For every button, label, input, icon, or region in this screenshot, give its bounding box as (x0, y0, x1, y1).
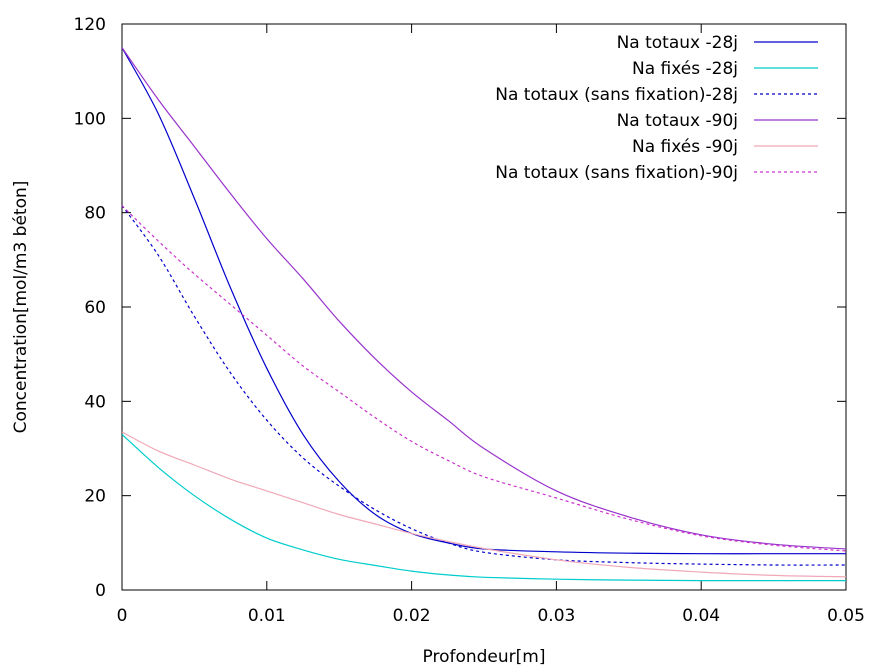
legend-label: Na fixés -28j (632, 59, 738, 79)
legend-label: Na totaux (sans fixation)-28j (495, 85, 738, 105)
axis-ticks (121, 23, 847, 591)
x-tick-label: 0.03 (537, 606, 575, 626)
legend-label: Na totaux -90j (617, 111, 738, 131)
legend-label: Na fixés -90j (632, 137, 738, 157)
series-line-4 (121, 47, 847, 550)
y-tick-label: 0 (95, 581, 106, 601)
series-line-2 (121, 433, 846, 582)
legend-label: Na totaux (sans fixation)-90j (495, 163, 738, 183)
y-tick-label: 80 (84, 204, 106, 224)
x-tick-label: 0.04 (682, 606, 720, 626)
legend-label: Na totaux -28j (617, 33, 738, 53)
y-tick-label: 60 (84, 298, 106, 318)
y-tick-label: 40 (84, 392, 106, 412)
x-tick-label: 0.02 (393, 606, 431, 626)
series-line-1 (121, 47, 846, 555)
x-tick-label: 0 (117, 606, 128, 626)
x-tick-label: 0.05 (827, 606, 865, 626)
y-tick-label: 20 (84, 487, 106, 507)
y-tick-label: 100 (74, 109, 106, 129)
series-layer (121, 47, 847, 582)
x-tick-label: 0.01 (248, 606, 286, 626)
series-line-6 (121, 205, 847, 552)
y-axis-label: Concentration[mol/m3 béton] (11, 181, 31, 434)
legend: Na totaux -28j Na fixés -28j Na totaux (sa… (495, 33, 818, 183)
y-tick-label: 120 (74, 15, 106, 35)
series-line-3 (121, 205, 847, 566)
series-line-5 (121, 431, 847, 578)
x-axis-label: Profondeur[m] (423, 647, 546, 667)
axis-tick-labels: 0 0.01 0.02 0.03 0.04 0.05 0 20 40 60 80 100 120 (74, 15, 865, 626)
plot-frame (121, 23, 847, 591)
